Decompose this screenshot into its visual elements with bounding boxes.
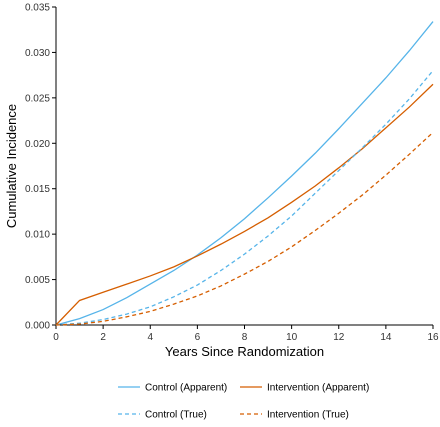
legend-label: Control (Apparent) xyxy=(145,383,227,394)
legend: Control (Apparent) Intervention (Apparent… xyxy=(118,383,369,421)
legend-item: Control (True) xyxy=(118,410,207,421)
legend-item: Intervention (True) xyxy=(240,410,349,421)
plot-series xyxy=(55,21,434,326)
y-tick-label: 0.010 xyxy=(25,230,50,241)
y-tick-label: 0.030 xyxy=(25,48,50,59)
x-tick-label: 4 xyxy=(147,332,153,343)
y-tick-label: 0.025 xyxy=(25,93,50,104)
y-axis-title: Cumulative Incidence xyxy=(4,104,19,228)
series-line-intervention-apparent xyxy=(55,83,434,326)
x-tick-label: 16 xyxy=(427,332,439,343)
y-tick-label: 0.015 xyxy=(25,184,50,195)
legend-label: Intervention (True) xyxy=(267,410,349,421)
x-tick-label: 14 xyxy=(380,332,392,343)
y-tick-label: 0.020 xyxy=(25,139,50,150)
y-axis: 0.000 0.005 0.010 0.015 0.020 0.025 0.030 0.035 xyxy=(25,3,57,332)
legend-item: Intervention (Apparent) xyxy=(240,383,369,394)
series-line-control-apparent xyxy=(55,21,434,326)
legend-label: Control (True) xyxy=(145,410,207,421)
series-line-intervention-true xyxy=(55,131,434,326)
x-tick-label: 2 xyxy=(100,332,106,343)
legend-item: Control (Apparent) xyxy=(118,383,227,394)
y-tick-label: 0.035 xyxy=(25,3,50,14)
x-axis: 0 2 4 6 8 10 12 14 16 xyxy=(53,324,439,343)
x-tick-label: 12 xyxy=(333,332,345,343)
y-tick-label: 0.005 xyxy=(25,275,50,286)
x-axis-title: Years Since Randomization xyxy=(165,344,324,359)
x-tick-label: 6 xyxy=(195,332,201,343)
x-tick-label: 8 xyxy=(242,332,248,343)
series-line-control-true xyxy=(55,70,434,326)
legend-label: Intervention (Apparent) xyxy=(267,383,369,394)
x-tick-label: 0 xyxy=(53,332,59,343)
y-tick-label: 0.000 xyxy=(25,321,50,332)
x-tick-label: 10 xyxy=(286,332,298,343)
